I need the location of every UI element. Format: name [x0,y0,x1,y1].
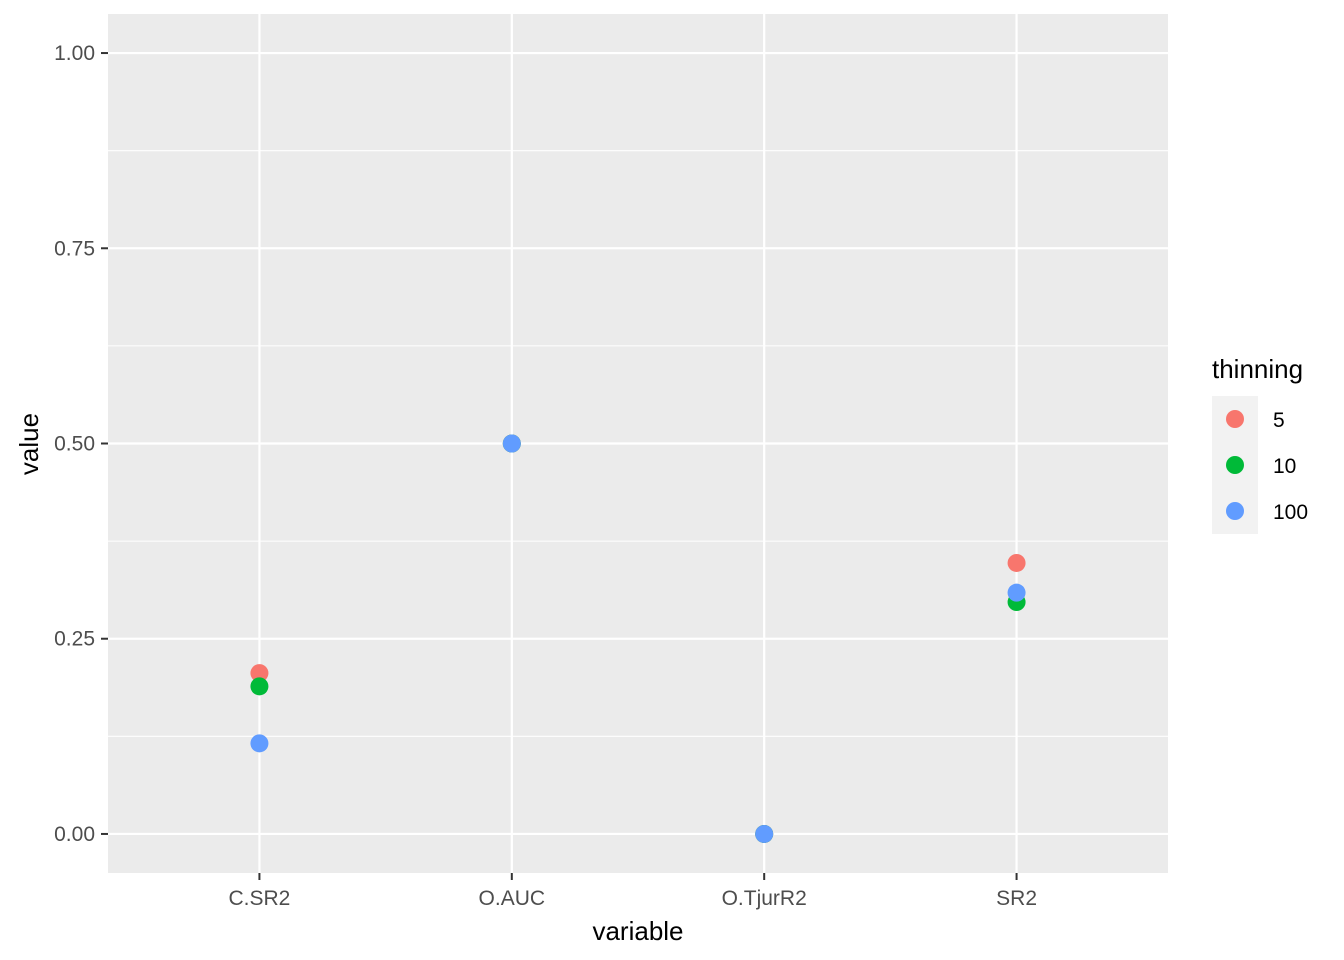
data-point [755,824,774,843]
data-point [502,434,521,453]
data-point [250,677,269,696]
legend-key-marker [1226,410,1244,428]
x-tick-label: O.TjurR2 [722,887,807,910]
x-axis-title: variable [592,916,683,946]
y-tick-label: 0.00 [54,823,95,846]
y-tick-label: 0.25 [54,628,95,651]
data-points [250,434,1026,843]
data-point [250,734,269,753]
legend: thinning 5 10 100 [1212,354,1308,534]
y-axis-title: value [14,413,44,475]
y-axis: 0.00 0.25 0.50 0.75 1.00 [54,42,108,846]
data-point [1007,583,1026,602]
y-tick-label: 0.75 [54,237,95,260]
data-point [1007,553,1026,572]
legend-items: 5 10 100 [1226,409,1308,524]
legend-title: thinning [1212,354,1303,384]
legend-label: 100 [1273,501,1308,524]
legend-key-marker [1226,456,1244,474]
minor-gridlines [108,150,1168,737]
legend-label: 10 [1273,455,1296,478]
x-tick-label: SR2 [996,887,1037,910]
x-axis: C.SR2 O.AUC O.TjurR2 SR2 [228,873,1037,910]
y-tick-label: 1.00 [54,42,95,65]
data-point [250,664,269,683]
x-tick-label: C.SR2 [228,887,290,910]
y-tick-label: 0.50 [54,433,95,456]
x-tick-label: O.AUC [479,887,546,910]
legend-label: 5 [1273,409,1285,432]
legend-key-marker [1226,502,1244,520]
